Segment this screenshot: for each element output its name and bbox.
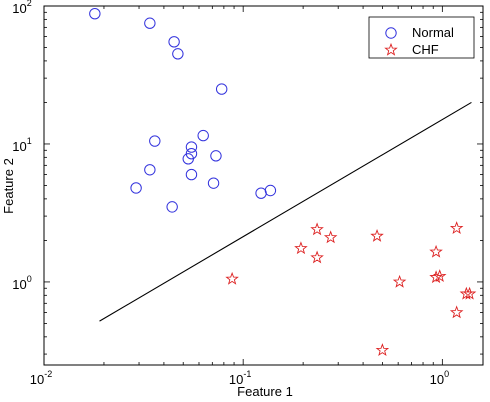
- chf-point: [449, 221, 464, 235]
- chf-point: [429, 270, 443, 284]
- normal-point: [89, 7, 101, 20]
- chf-point: [462, 286, 477, 300]
- normal-point: [144, 164, 156, 176]
- x-tick-label: 10-2: [30, 369, 52, 387]
- legend-box: [368, 16, 475, 59]
- y-axis-title: Feature 2: [1, 158, 16, 214]
- chf-point: [449, 305, 464, 319]
- data-points-layer: [89, 7, 477, 356]
- chf-point: [225, 271, 239, 285]
- y-tick-label: 101: [12, 136, 31, 154]
- legend-marker-chf: [384, 42, 398, 56]
- normal-point: [207, 177, 220, 189]
- chf-point: [392, 274, 407, 288]
- normal-point: [182, 153, 194, 165]
- normal-point: [144, 17, 156, 29]
- chf-point: [310, 222, 324, 236]
- chf-point: [432, 269, 447, 282]
- x-tick-label: 100: [430, 369, 449, 387]
- legend-label-normal: Normal: [412, 25, 454, 40]
- legend-marker-normal: [385, 27, 397, 39]
- legend-label-chf: CHF: [412, 42, 439, 57]
- x-axis-title: Feature 1: [237, 384, 293, 399]
- legend-circle-icon: [385, 27, 397, 39]
- axis-ticks: 10-2 10-1 100 100 101 102: [12, 0, 483, 387]
- normal-point: [210, 150, 222, 162]
- normal-point: [168, 36, 180, 48]
- normal-point: [197, 129, 209, 142]
- normal-point: [166, 201, 178, 213]
- normal-point: [172, 48, 184, 60]
- normal-point: [185, 168, 198, 181]
- legend: Normal CHF: [368, 16, 475, 59]
- decision-line-layer: [99, 101, 472, 322]
- x-tick-label: 10-1: [229, 369, 251, 387]
- legend-star-icon: [384, 42, 398, 56]
- normal-point: [215, 83, 228, 95]
- chf-point: [370, 228, 384, 242]
- decision-boundary-line: [99, 101, 472, 322]
- normal-point: [130, 182, 142, 194]
- normal-point: [149, 135, 161, 147]
- normal-point: [264, 184, 277, 197]
- y-tick-label: 100: [12, 274, 31, 292]
- chf-point: [429, 244, 443, 258]
- chf-point: [310, 250, 324, 264]
- chf-point: [323, 230, 338, 244]
- normal-point: [185, 141, 198, 153]
- chf-point: [375, 343, 390, 356]
- chf-point: [294, 241, 308, 255]
- plot-area: [43, 5, 484, 366]
- y-tick-label: 102: [12, 0, 31, 16]
